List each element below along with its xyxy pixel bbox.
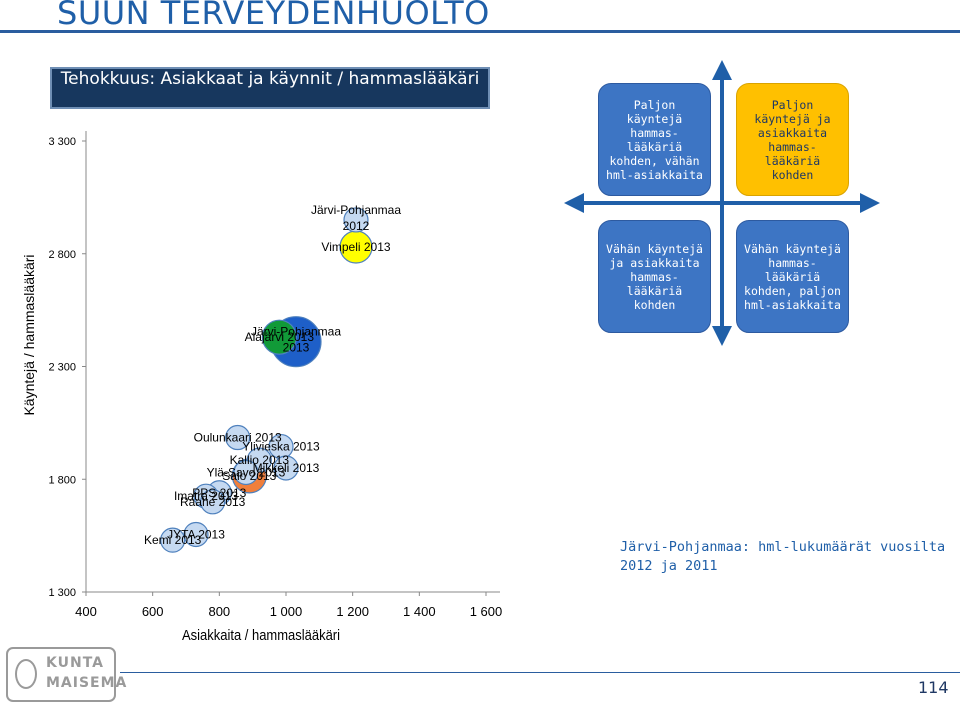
chart-title: Tehokkuus: Asiakkaat ja käynnit / hammas… (50, 67, 490, 109)
point-label: Kemi 2013 (144, 533, 202, 547)
quadrant-top-left: Paljon käyntejä hammas-lääkäriä kohden, … (598, 83, 711, 196)
x-tick-label: 1 200 (336, 604, 369, 619)
arrow-right-icon (860, 193, 880, 213)
page-number: 114 (918, 678, 949, 697)
arrow-down-icon (712, 326, 732, 346)
point-label: JYTA 2013 (167, 527, 225, 541)
quadrant-bottom-right: Vähän käyntejä hammas-lääkäriä kohden, p… (736, 220, 849, 333)
point-label: Vimpeli 2013 (321, 240, 390, 254)
point-label: Ylivieska 2013 (242, 440, 320, 454)
x-tick-label: 1 000 (270, 604, 303, 619)
point-label: Alajärvi 2013 (245, 330, 315, 344)
point-label: Järvi-Pohjanmaa 2012 (311, 203, 401, 233)
x-tick-label: 600 (142, 604, 164, 619)
footnote: Järvi-Pohjanmaa: hml-lukumäärät vuosilta… (620, 539, 946, 574)
bubble (200, 489, 226, 515)
point-label: Ylä-Savo 2013 (207, 465, 286, 479)
y-tick-label: 2 300 (48, 362, 76, 374)
x-tick-label: 400 (75, 604, 97, 619)
title-rule (0, 30, 960, 33)
quadrant-top-right: Paljon käyntejä ja asiakkaita hammas-lää… (736, 83, 849, 196)
bubble (225, 424, 251, 451)
logo-mark-icon (15, 659, 37, 689)
page-title: SUUN TERVEYDENHUOLTO (57, 0, 490, 32)
arrow-left-icon (564, 193, 584, 213)
x-tick-label: 1 600 (470, 604, 503, 619)
x-tick-label: 1 400 (403, 604, 436, 619)
point-label: Raahe 2013 (180, 495, 246, 509)
point-label: PPS 2013 (192, 486, 246, 500)
x-axis-label: Asiakkaita / hammaslääkäri (182, 627, 340, 644)
y-tick-label: 3 300 (48, 136, 76, 148)
point-label: Järvi-Pohjanmaa 2013 (251, 325, 341, 355)
bubble (160, 527, 186, 553)
bubble (261, 319, 297, 355)
kuntamaisema-logo: KUNTA MAISEMA (6, 647, 126, 702)
quadrant-bottom-left: Vähän käyntejä ja asiakkaita hammas-lääk… (598, 220, 711, 333)
bubble (183, 521, 209, 548)
bubble (233, 459, 259, 486)
point-label: Mikkeli 2013 (253, 461, 320, 475)
y-axis-label: Käyntejä / hammaslääkäri (21, 254, 37, 415)
arrow-up-icon (712, 60, 732, 80)
y-tick-label: 1 800 (48, 474, 76, 486)
bubble (273, 455, 299, 481)
point-label: Kallio 2013 (230, 453, 290, 467)
y-tick-label: 1 300 (48, 587, 76, 599)
logo-line-2: MAISEMA (46, 675, 128, 691)
point-label: Salo 2013 (222, 469, 276, 483)
point-label: Imatra 2013 (174, 489, 238, 503)
bubble (343, 207, 369, 233)
y-tick-label: 2 800 (48, 249, 76, 261)
x-tick-label: 800 (208, 604, 230, 619)
logo-line-1: KUNTA (46, 655, 104, 671)
point-label: Oulunkaari 2013 (194, 431, 282, 445)
footer-rule (120, 672, 960, 673)
